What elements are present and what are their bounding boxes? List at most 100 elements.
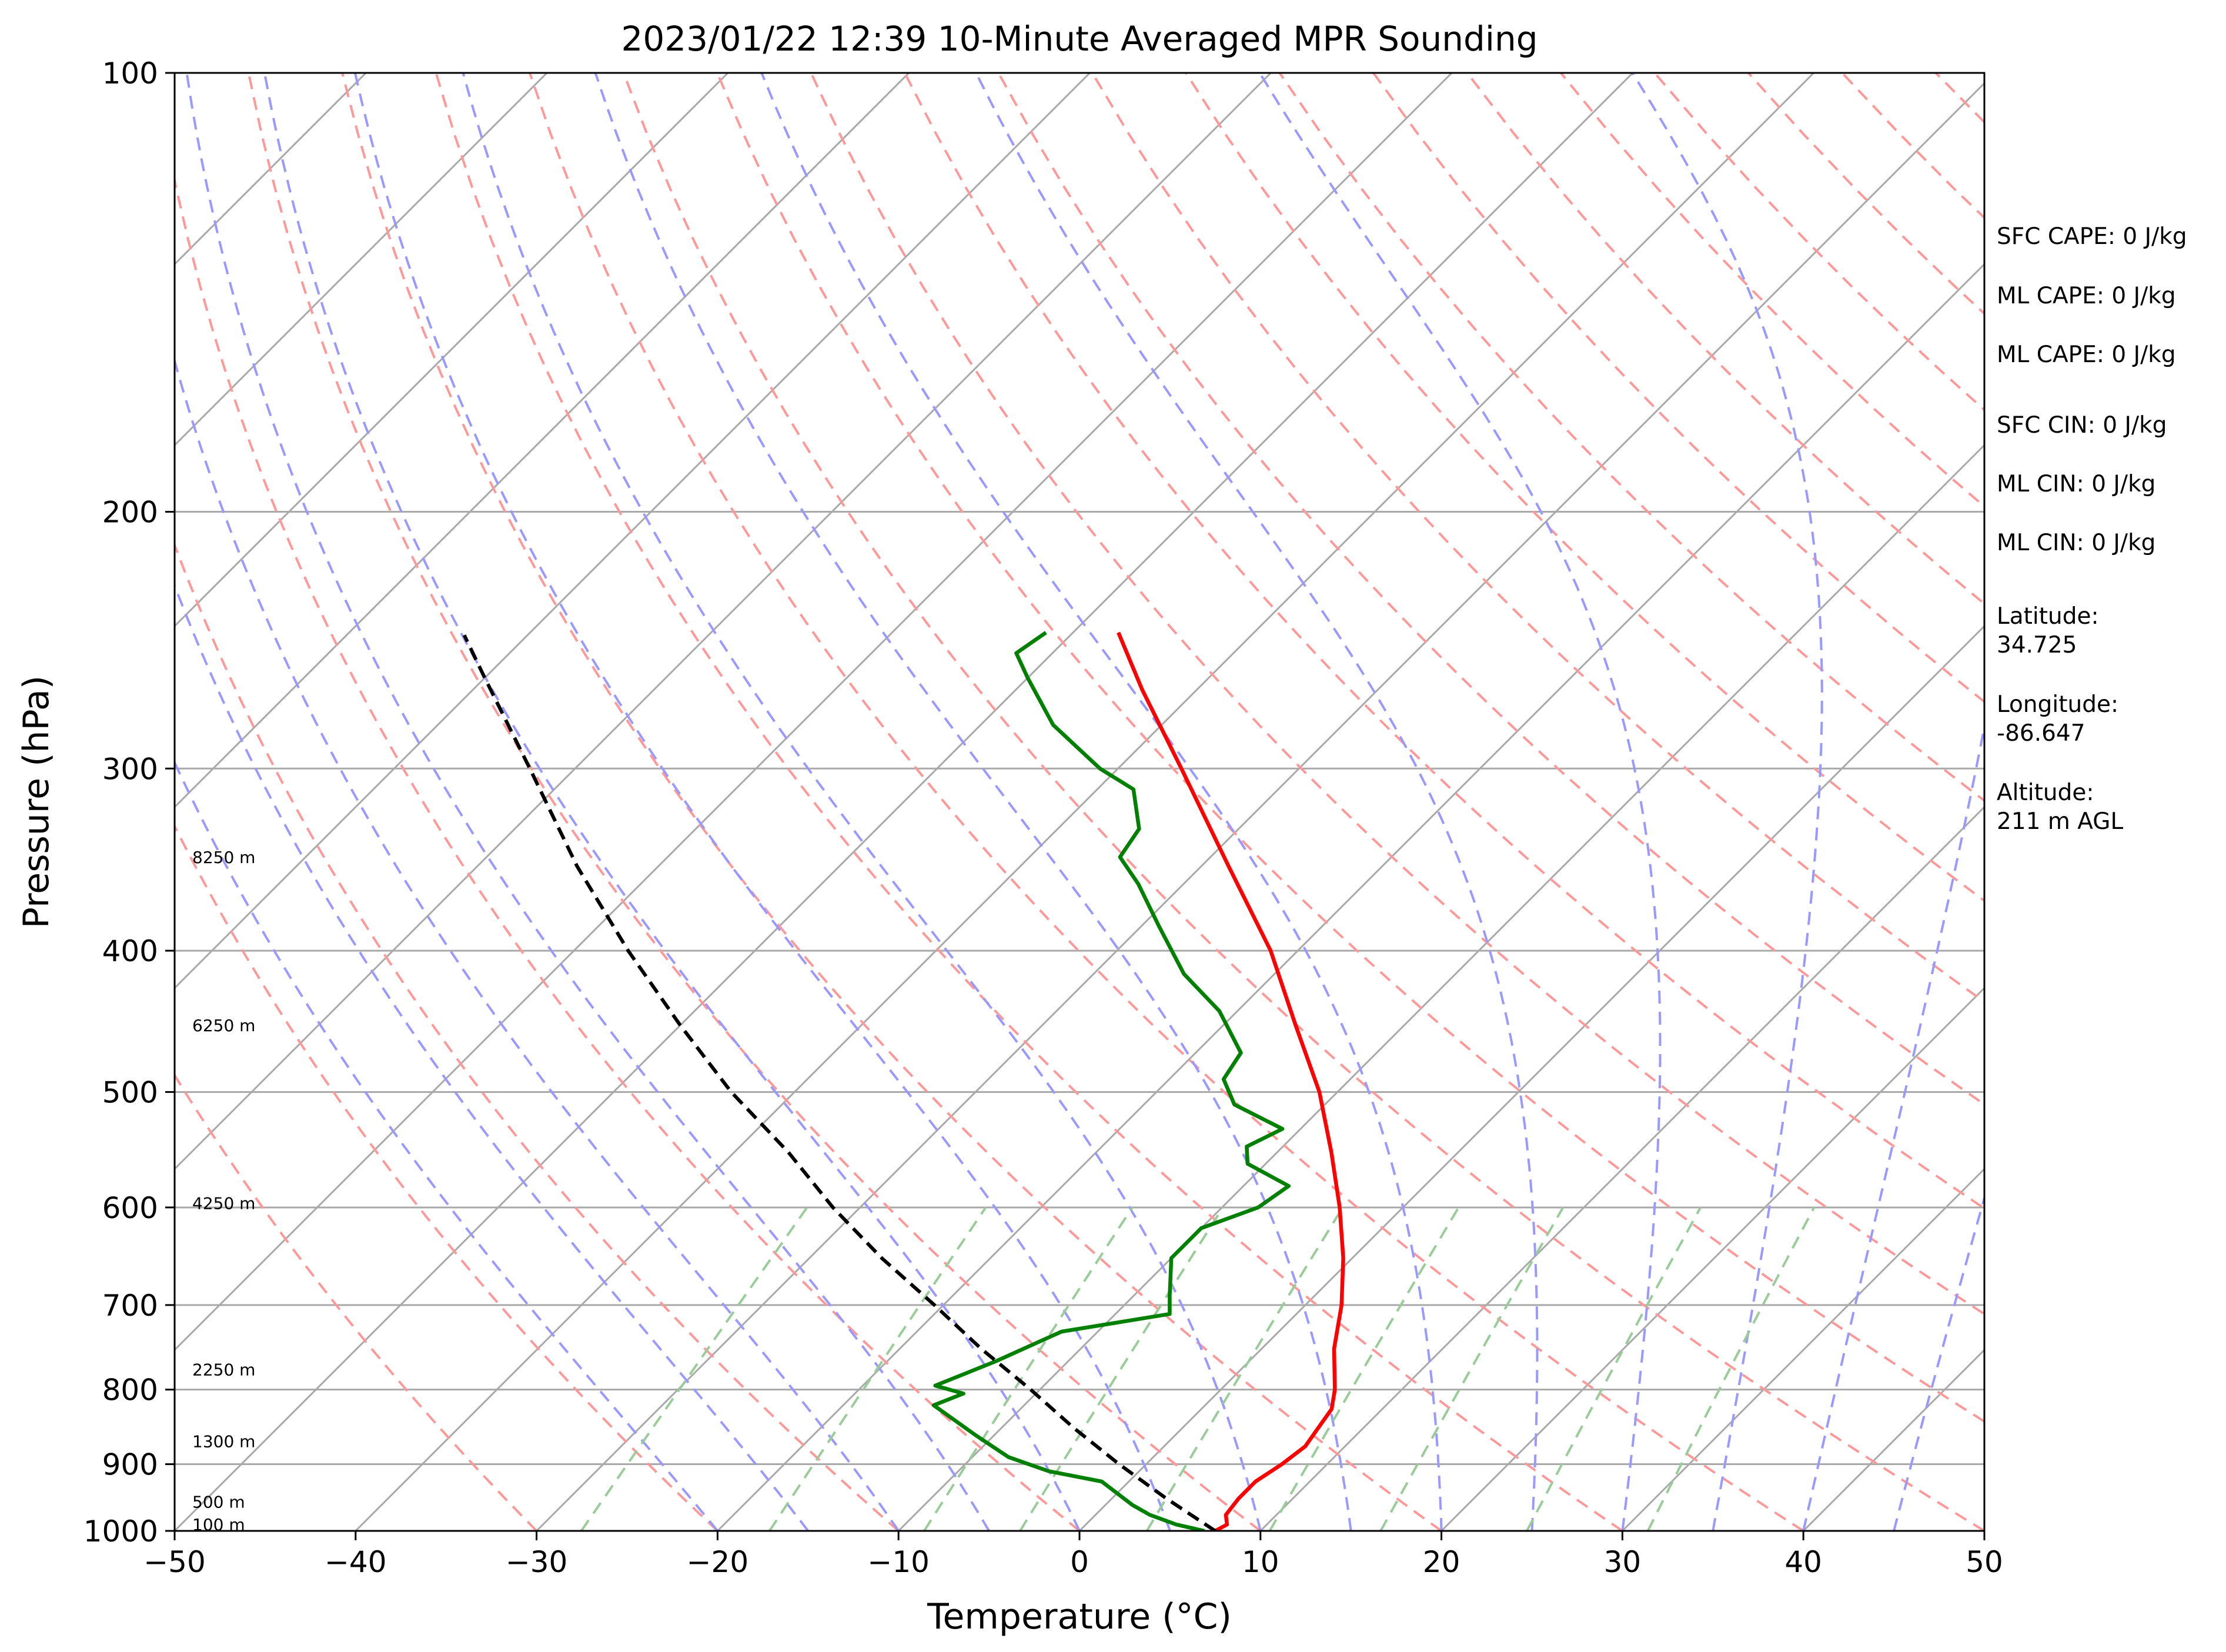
y-tick-label: 300 — [102, 752, 158, 786]
x-axis-label: Temperature (°C) — [927, 1596, 1232, 1637]
longitude-label: Longitude: — [1997, 691, 2118, 718]
y-tick-label: 600 — [102, 1191, 158, 1225]
y-tick-label: 400 — [102, 934, 158, 968]
dry-adiabat-line — [175, 174, 1081, 1531]
dry-adiabat-line — [175, 1073, 538, 1531]
isotherm-line — [1440, 986, 1984, 1531]
ml-cape-text-2: ML CAPE: 0 J/kg — [1997, 342, 2176, 368]
dry-adiabat-line — [175, 541, 900, 1531]
x-tick-label: 10 — [1242, 1545, 1279, 1579]
x-tick-label: −30 — [506, 1545, 568, 1579]
mixing-ratio-line — [923, 1206, 1134, 1531]
moist-adiabat-line — [760, 73, 1443, 1531]
mixing-ratio-line — [1268, 1206, 1460, 1531]
x-tick-label: 0 — [1070, 1545, 1089, 1579]
y-tick-label: 1000 — [83, 1514, 158, 1549]
temperature-line — [1117, 631, 1345, 1531]
dewpoint-line — [931, 631, 1291, 1531]
dry-adiabat-line — [810, 73, 1984, 1316]
longitude-value: -86.647 — [1997, 720, 2085, 747]
dry-adiabat-line — [341, 73, 1442, 1531]
x-tick-label: −50 — [143, 1545, 206, 1579]
x-tick-label: 30 — [1604, 1545, 1642, 1579]
altitude-label: Altitude: — [1997, 780, 2094, 806]
sfc-cin-text: SFC CIN: 0 J/kg — [1997, 412, 2167, 439]
isotherm-line — [536, 82, 1984, 1531]
isotherm-line — [175, 73, 729, 628]
moist-adiabat-line — [1631, 73, 1823, 1531]
dry-adiabat-line — [434, 73, 1623, 1531]
x-tick-label: −10 — [867, 1545, 930, 1579]
height-label: 1300 m — [192, 1432, 255, 1452]
mixing-ratio-line — [768, 1206, 987, 1531]
isotherm-line — [355, 73, 1814, 1531]
ticks-layer: −50 −40 −30 −20 −10 0 10 20 30 40 50 100 200 300 400 50… — [83, 56, 2003, 1579]
mixing-ratio-line — [1019, 1206, 1224, 1531]
plot-frame — [173, 72, 1986, 1532]
ml-cin-text: ML CIN: 0 J/kg — [1997, 471, 2155, 497]
x-tick-label: −40 — [325, 1545, 387, 1579]
isotherm-line — [717, 263, 1984, 1531]
altitude-value: 211 m AGL — [1997, 808, 2123, 835]
height-label: 4250 m — [192, 1194, 255, 1213]
x-tick-label: 20 — [1423, 1545, 1460, 1579]
height-label: 500 m — [192, 1492, 245, 1511]
latitude-label: Latitude: — [1997, 603, 2099, 630]
y-tick-label: 800 — [102, 1373, 158, 1407]
mixing-ratio-line — [1646, 1206, 1816, 1531]
background-lines — [175, 73, 1984, 1531]
moist-adiabat-line — [175, 582, 809, 1531]
moist-adiabat-line — [263, 73, 1081, 1531]
dry-adiabat-line — [175, 824, 718, 1531]
y-tick-label: 900 — [102, 1448, 158, 1482]
y-tick-label: 200 — [102, 496, 158, 530]
isotherm-line — [175, 73, 1091, 989]
isotherm-line — [1259, 805, 1984, 1531]
moist-adiabat-line — [185, 73, 990, 1531]
isotherm-line — [175, 73, 548, 447]
ml-cin-text-2: ML CIN: 0 J/kg — [1997, 530, 2155, 556]
height-label: 8250 m — [192, 848, 255, 867]
dry-adiabat-line — [903, 73, 1984, 1210]
parcel-profile-line — [462, 634, 1216, 1531]
series-layer — [462, 631, 1345, 1531]
moist-adiabat-line — [1258, 73, 1662, 1531]
moist-adiabat-line — [175, 760, 718, 1531]
y-tick-label: 700 — [102, 1289, 158, 1323]
moist-adiabat-line — [975, 73, 1539, 1531]
height-label: 6250 m — [192, 1016, 255, 1035]
ml-cape-text: ML CAPE: 0 J/kg — [1997, 283, 2176, 309]
isotherm-line — [898, 444, 1984, 1531]
moist-adiabat-line — [353, 73, 1171, 1531]
x-tick-label: −20 — [687, 1545, 749, 1579]
chart-title: 2023/01/22 12:39 10-Minute Averaged MPR … — [621, 19, 1538, 59]
x-tick-label: 40 — [1784, 1545, 1822, 1579]
latitude-value: 34.725 — [1997, 632, 2077, 658]
dry-adiabat-line — [997, 73, 1984, 1106]
height-label: 100 m — [192, 1515, 245, 1534]
isotherm-line — [175, 73, 1453, 1352]
mixing-ratio-line — [1526, 1206, 1702, 1531]
dry-adiabat-line — [1278, 73, 1984, 802]
dry-adiabat-line — [622, 73, 1984, 1531]
moist-adiabat-line — [1802, 720, 1984, 1531]
mixing-ratio-line — [1145, 1206, 1344, 1531]
isotherm-line — [175, 73, 910, 808]
isotherm-line — [1622, 1168, 1984, 1531]
sfc-cape-text: SFC CAPE: 0 J/kg — [1997, 223, 2187, 250]
dry-adiabat-line — [1091, 73, 1984, 1004]
dry-adiabat-line — [716, 73, 1984, 1423]
y-axis-label: Pressure (hPa) — [16, 675, 57, 928]
moist-adiabat-line — [175, 356, 900, 1531]
x-tick-label: 50 — [1966, 1545, 2003, 1579]
mixing-ratio-line — [1379, 1206, 1565, 1531]
dry-adiabat-line — [247, 73, 1262, 1531]
height-labels: 100 m 500 m 1300 m 2250 m 4250 m 6250 m 8250 m — [192, 848, 255, 1534]
parameter-panel: SFC CAPE: 0 J/kg ML CAPE: 0 J/kg ML CAPE… — [1997, 223, 2187, 835]
moist-adiabat-line — [1893, 1193, 1984, 1531]
height-label: 2250 m — [192, 1360, 255, 1379]
moist-adiabat-line — [462, 73, 1262, 1531]
isotherm-line — [1078, 624, 1984, 1531]
moist-adiabat-line — [594, 73, 1352, 1531]
